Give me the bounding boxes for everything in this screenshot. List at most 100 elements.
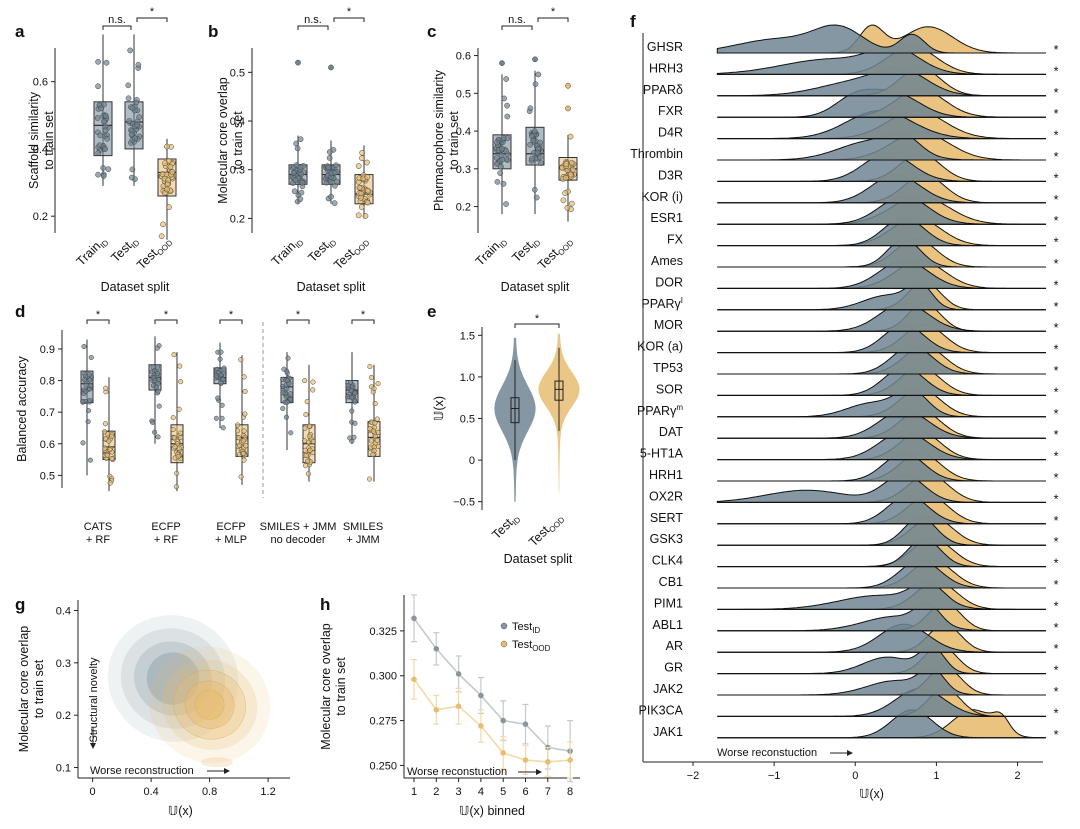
ridge-label: MOR	[654, 318, 683, 332]
ridge-label-name: D4R	[658, 126, 683, 140]
significance-bracket	[537, 17, 569, 22]
data-point	[304, 399, 310, 405]
data-point	[150, 419, 156, 425]
ridge-label-name: HRH1	[649, 468, 683, 482]
ridge-label-name: DAT	[659, 425, 683, 439]
data-point	[345, 394, 351, 400]
data-point	[352, 390, 358, 396]
box	[554, 380, 564, 401]
significance-label: *	[347, 6, 352, 18]
ridge-label-name: FX	[667, 233, 684, 247]
y-tick-label: 0.6	[40, 439, 55, 451]
ridge-label: DAT	[659, 425, 683, 439]
significance-label: *	[1054, 557, 1059, 571]
data-point	[236, 442, 243, 448]
x-tick-label: TestOOD	[134, 233, 175, 274]
ridge-label: D4R	[658, 126, 683, 140]
ridge-label-name: SOR	[656, 382, 683, 396]
ridge-label-name: KOR (a)	[637, 340, 683, 354]
data-point	[219, 415, 225, 421]
data-point	[238, 357, 244, 363]
data-point	[102, 127, 109, 134]
ridge-label: OX2R	[649, 489, 683, 503]
ridge-label-name: Thrombin	[630, 147, 683, 161]
density-contour-gold	[194, 689, 225, 720]
panel-label-e: e	[427, 302, 436, 321]
significance-bracket	[297, 25, 329, 30]
y-axis-label-line: Molecular core overlap	[216, 77, 230, 203]
ridge-label: GR	[664, 661, 683, 675]
y-axis-label-line: to train set	[231, 111, 245, 170]
data-point	[169, 169, 176, 175]
panel-label-c: c	[427, 22, 436, 41]
y-axis-label: Molecular core overlap to train set	[216, 77, 245, 203]
data-point	[352, 420, 358, 426]
data-point	[219, 402, 225, 408]
x-tick-label: TrainID	[269, 233, 306, 270]
series-point	[500, 717, 507, 724]
data-point	[166, 204, 172, 211]
data-point	[213, 415, 219, 421]
data-point	[347, 435, 353, 441]
significance-bracket	[333, 17, 365, 22]
ridge-label: AR	[666, 639, 683, 653]
data-point	[306, 433, 312, 439]
x-tick-label: 7	[545, 786, 551, 798]
data-point	[527, 105, 534, 112]
group-label: ECFP	[216, 521, 245, 533]
data-point	[103, 59, 110, 66]
data-point	[325, 164, 332, 171]
y-tick-label: 0.9	[40, 344, 55, 356]
data-point	[503, 76, 510, 82]
significance-label: *	[1054, 171, 1059, 185]
group-label: SMILES	[343, 521, 383, 533]
series-point	[411, 615, 417, 622]
x-tick-label: 1.2	[260, 786, 275, 798]
x-tick-label: TrainID	[473, 233, 510, 270]
x-tick-label: 4	[478, 786, 484, 798]
annotation-arrowhead	[90, 743, 96, 749]
outlier-point	[328, 64, 334, 71]
data-point	[235, 422, 241, 428]
x-tick-label-group: TestOOD	[331, 238, 372, 272]
data-point	[83, 388, 89, 394]
y-axis-label-line: to train set	[32, 659, 46, 718]
ridge-label-name: HRH3	[649, 61, 683, 75]
ridge-label-name: CB1	[659, 575, 683, 589]
data-point	[494, 161, 500, 167]
data-point	[358, 204, 365, 210]
data-point	[364, 174, 371, 181]
data-point	[498, 163, 504, 170]
data-point	[568, 200, 575, 207]
x-tick-label: TestOOD	[535, 233, 576, 274]
significance-label: *	[96, 309, 101, 321]
data-point	[368, 374, 374, 381]
annotation-text: Worse reconstuction	[407, 766, 507, 778]
data-point	[287, 397, 294, 403]
significance-bracket	[86, 319, 110, 324]
significance-label: *	[1054, 257, 1059, 271]
data-point	[101, 429, 108, 435]
group-label: CATS	[84, 521, 113, 533]
ridge-label: GHSR	[647, 40, 683, 54]
x-tick-label-group: TrainID	[74, 238, 111, 269]
data-point	[238, 474, 244, 480]
data-point	[243, 443, 249, 449]
group-label: ECFP	[151, 521, 180, 533]
data-point	[349, 394, 355, 401]
data-point	[172, 444, 178, 450]
significance-label: n.s.	[108, 14, 126, 26]
ridge-label: HRH1	[649, 468, 683, 482]
data-point	[280, 390, 286, 396]
series-point	[455, 703, 462, 710]
y-axis-label: Balanced accuracy	[15, 355, 29, 461]
data-point	[302, 378, 308, 384]
panel-h: 0.250 0.275 0.300 0.325 1 2 3 4 5 6 7 8 𝕌(x) binned M…	[319, 594, 580, 818]
y-tick-label: −0.5	[453, 497, 475, 509]
data-point	[531, 186, 538, 193]
data-point	[503, 201, 509, 207]
data-point	[240, 450, 246, 457]
ridge-label: PIM1	[654, 596, 683, 610]
data-point	[328, 193, 334, 200]
